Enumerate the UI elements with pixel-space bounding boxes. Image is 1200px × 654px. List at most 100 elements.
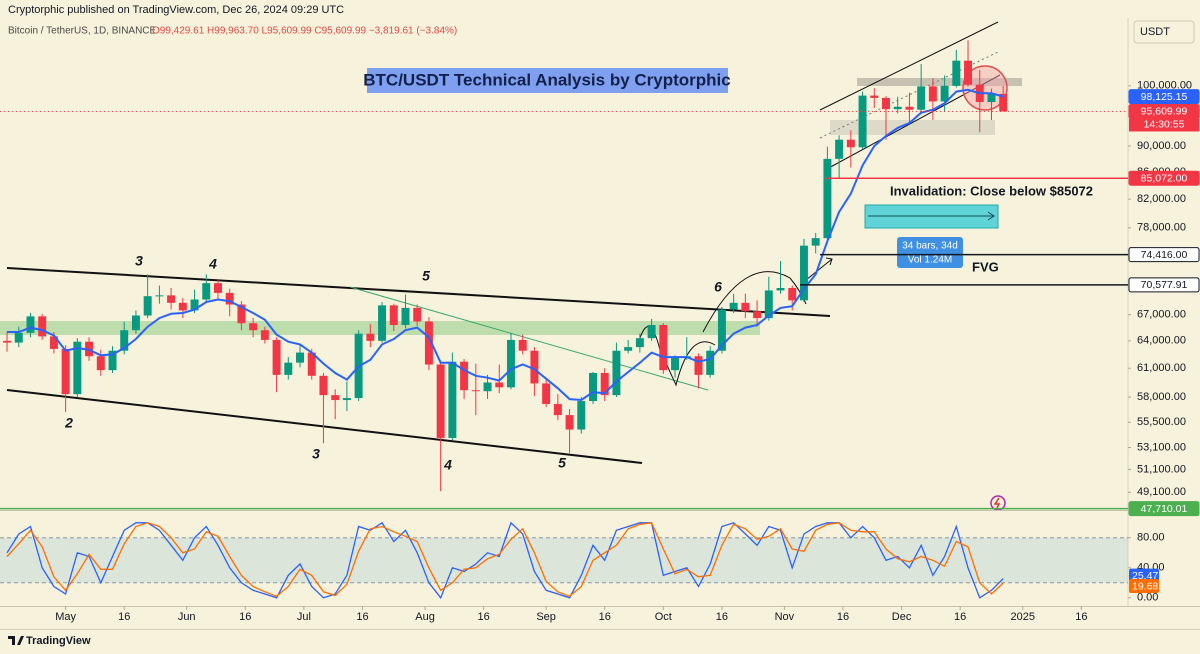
x-tick-label: 2025: [1011, 611, 1035, 623]
candle-body: [811, 238, 820, 246]
wave-label: 2: [64, 415, 73, 431]
candle-body: [202, 283, 211, 300]
candle-body: [952, 60, 961, 86]
candle-body: [589, 372, 597, 402]
candle-body: [940, 85, 949, 102]
y-tick-label: 82,000.00: [1137, 193, 1186, 205]
candle-body: [471, 390, 480, 392]
candle-body: [460, 361, 469, 391]
price-badge: [1128, 277, 1200, 293]
wave-label: 5: [422, 268, 430, 284]
candle-body: [131, 315, 140, 331]
wave-label: 3: [312, 446, 320, 462]
countdown: 14:30:55: [1144, 119, 1185, 131]
candle-body: [155, 295, 164, 297]
stoch-line: [6, 522, 1004, 598]
candle-body: [436, 364, 445, 438]
candle-body: [858, 95, 867, 148]
highlight-circle: [962, 65, 1008, 111]
candle-body: [319, 375, 328, 396]
candle-body: [413, 307, 422, 322]
candle-body: [659, 324, 668, 371]
y-tick-label: 100,000.00: [1137, 80, 1192, 92]
candle-body: [928, 86, 937, 102]
candle-body: [38, 316, 47, 337]
y-tick-label: 49,100.00: [1137, 486, 1186, 498]
candle-body: [612, 350, 621, 396]
candle-body: [846, 139, 855, 148]
candle-body: [331, 395, 340, 401]
currency-box[interactable]: [1133, 20, 1195, 44]
trend-line: [6, 267, 831, 317]
price-badge: [1128, 89, 1200, 105]
candle-body: [120, 330, 129, 351]
candle-body: [542, 383, 551, 405]
logo: [8, 636, 24, 645]
y-tick-label: 78,000.00: [1137, 222, 1186, 234]
fvg-label: FVG: [972, 259, 999, 274]
candle-body: [213, 283, 222, 293]
candle-body: [143, 296, 152, 316]
x-tick-label: 16: [716, 611, 728, 623]
candle-body: [342, 398, 351, 401]
countdown-badge: [1129, 118, 1199, 132]
y-tick-label: 67,000.00: [1137, 309, 1186, 321]
measure-volume: Vol 1.24M: [908, 255, 952, 266]
x-tick-label: Nov: [775, 611, 795, 623]
candle-body: [999, 93, 1008, 112]
candle-body: [553, 404, 562, 416]
candle-body: [799, 245, 808, 301]
candle-body: [741, 302, 750, 312]
candle-body: [249, 323, 258, 331]
candle-body: [600, 372, 609, 396]
candle-body: [225, 292, 234, 305]
candles: [3, 40, 1008, 492]
candle-body: [577, 401, 586, 430]
candle-body: [296, 352, 305, 363]
candle-body: [108, 350, 117, 371]
y-tick-label: 51,100.00: [1137, 463, 1186, 475]
candle-body: [49, 336, 58, 349]
ema-line: [7, 88, 1004, 402]
y-tick-label: 64,000.00: [1137, 335, 1186, 347]
x-tick-label: 16: [1075, 611, 1087, 623]
invalidation-note: Invalidation: Close below $85072: [890, 183, 1093, 198]
candle-body: [506, 339, 515, 388]
x-tick-label: 16: [356, 611, 368, 623]
candle-body: [882, 97, 890, 110]
x-tick-label: 16: [954, 611, 966, 623]
arc: [639, 326, 716, 387]
x-tick-label: Jun: [178, 611, 196, 623]
price-badge: [1128, 170, 1200, 186]
candle-body: [237, 304, 246, 324]
footer-brand: TradingView: [26, 635, 91, 647]
wave-label: 6: [714, 279, 722, 295]
y-tick-label: 90,000.00: [1137, 140, 1186, 152]
y-tick-label: 58,000.00: [1137, 391, 1186, 403]
x-tick-label: Dec: [892, 611, 912, 623]
price-badge: [1128, 247, 1200, 263]
arrow: [805, 257, 833, 281]
chart-title: BTC/USDT Technical Analysis by Cryptorph…: [363, 70, 730, 89]
candle-body: [14, 332, 23, 343]
price-badge-label: 95,609.99: [1141, 106, 1188, 118]
price-badge-label: 47,710.01: [1141, 503, 1188, 515]
x-tick-label: 16: [239, 611, 251, 623]
value-badge-label: 19.68: [1132, 580, 1158, 592]
x-tick-label: 16: [837, 611, 849, 623]
price-badge-label: 70,577.91: [1141, 279, 1188, 291]
candle-body: [260, 330, 269, 340]
candle-body: [483, 382, 492, 392]
candle-body: [694, 356, 703, 375]
candle-body: [190, 299, 199, 311]
candle-body: [624, 347, 633, 351]
candle-body: [706, 350, 715, 375]
y-tick-label: 53,100.00: [1137, 441, 1186, 453]
candle-body: [717, 309, 726, 351]
x-tick-label: May: [55, 611, 76, 623]
candle-body: [530, 350, 539, 384]
candle-body: [96, 356, 105, 371]
candle-body: [61, 348, 70, 395]
